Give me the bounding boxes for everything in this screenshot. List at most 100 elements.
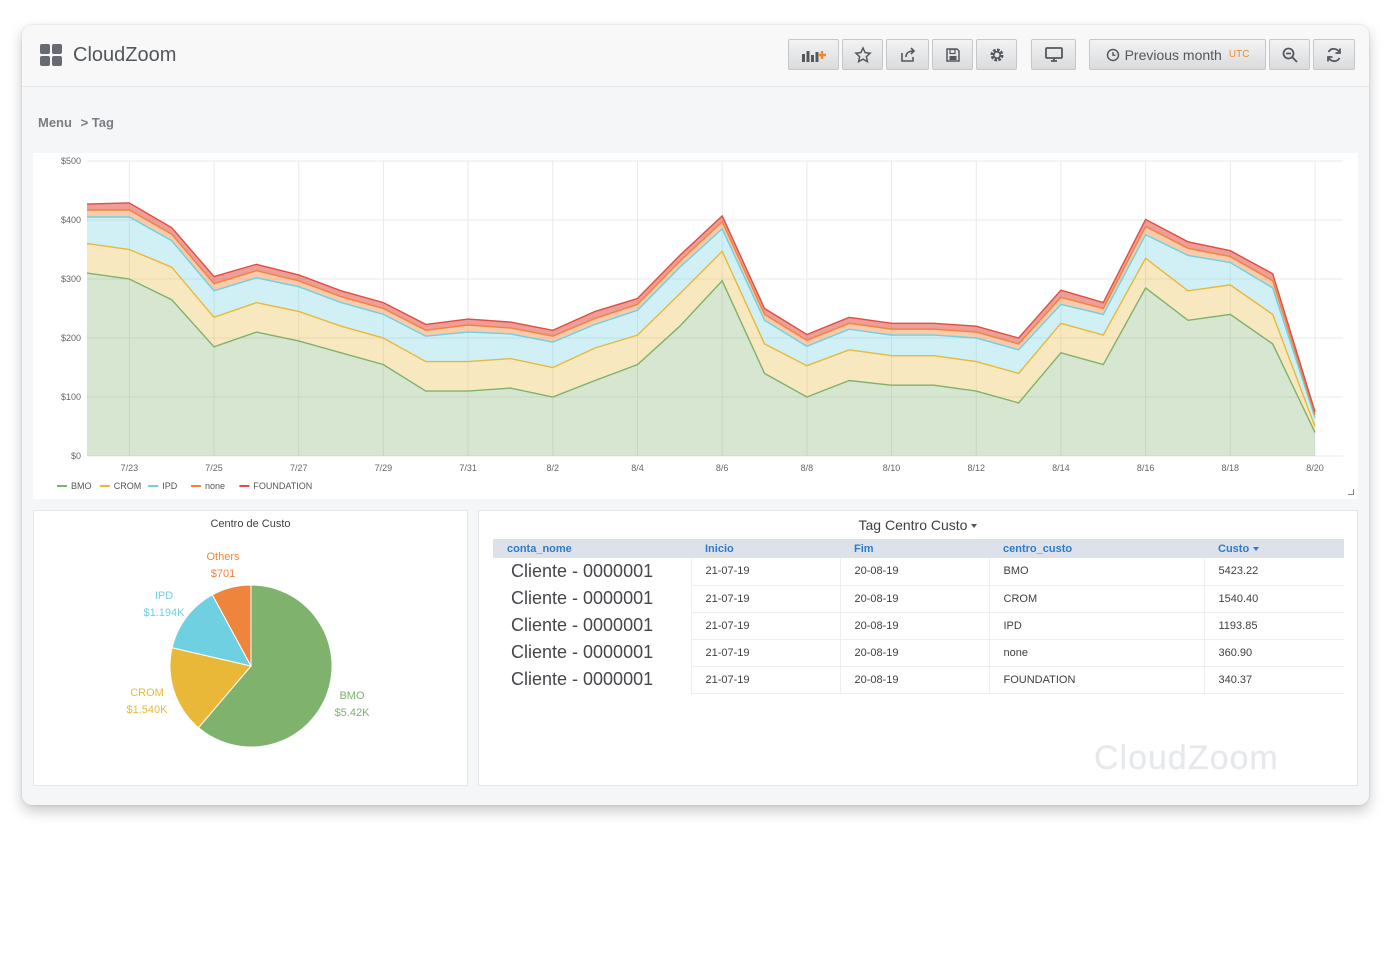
legend-item-foundation[interactable]: FOUNDATION [239, 481, 312, 491]
y-tick-label: $200 [61, 333, 81, 343]
cell-centro-custo: CROM [989, 585, 1205, 613]
cell-fim: 20-08-19 [840, 558, 990, 586]
col-header-inicio[interactable]: Inicio [691, 539, 840, 558]
legend-item-bmo[interactable]: BMO [57, 481, 92, 491]
cell-conta-nome: Cliente - 0000001 [493, 558, 692, 585]
gear-icon [990, 48, 1003, 61]
table-row: Cliente - 0000001 21-07-19 20-08-19 none… [493, 639, 1344, 667]
cell-inicio: 21-07-19 [691, 639, 841, 667]
star-dashboard-button[interactable] [842, 39, 883, 70]
pie-slice-ipd[interactable] [171, 594, 252, 667]
table-title[interactable]: Tag Centro Custo [479, 517, 1357, 533]
table-panel: Tag Centro Custo conta_nome Inicio Fim c… [478, 510, 1358, 786]
cell-inicio: 21-07-19 [691, 666, 841, 694]
x-tick-label: 8/14 [1052, 463, 1070, 473]
cell-inicio: 21-07-19 [691, 585, 841, 613]
cell-fim: 20-08-19 [840, 612, 990, 640]
breadcrumb-tag[interactable]: > Tag [80, 115, 114, 130]
pie-slice-crom[interactable] [169, 647, 252, 729]
table-row: Cliente - 0000001 21-07-19 20-08-19 FOUN… [493, 666, 1344, 694]
cell-conta-nome: Cliente - 0000001 [493, 666, 692, 693]
caret-down-icon [971, 524, 978, 529]
cell-conta-nome: Cliente - 0000001 [493, 612, 692, 639]
app-title[interactable]: CloudZoom [73, 44, 177, 66]
legend-label: IPD [162, 481, 178, 491]
table-title-text: Tag Centro Custo [858, 517, 968, 533]
dashboard-grid-icon[interactable] [40, 44, 62, 66]
legend-item-none[interactable]: none [191, 481, 225, 491]
pie-label-value: $5.42K [335, 707, 371, 719]
legend-label: CROM [114, 481, 142, 491]
pie-slice-others[interactable] [211, 584, 252, 667]
share-dashboard-button[interactable] [886, 39, 929, 70]
line-none [87, 209, 1316, 415]
table-row: Cliente - 0000001 21-07-19 20-08-19 CROM… [493, 585, 1344, 613]
area-crom[interactable] [87, 243, 1315, 433]
y-tick-label: $100 [61, 392, 81, 402]
pie-chart[interactable]: BMO $5.42K CROM $1.540K IPD $1.194K Others $701 [34, 511, 469, 787]
cell-custo: 340.37 [1204, 666, 1344, 694]
line-crom [86, 242, 1316, 427]
table-row: Cliente - 0000001 21-07-19 20-08-19 IPD … [493, 612, 1344, 640]
share-icon [900, 46, 915, 62]
legend-item-ipd[interactable]: IPD [148, 481, 178, 491]
x-tick-label: 7/31 [459, 463, 477, 473]
col-header-centro-custo[interactable]: centro_custo [989, 539, 1204, 558]
cell-centro-custo: none [989, 639, 1205, 667]
legend-label: none [205, 481, 225, 491]
cell-centro-custo: FOUNDATION [989, 666, 1205, 694]
watermark-logo-text: CloudZoom [1094, 739, 1279, 777]
pie-slice-bmo[interactable] [197, 584, 333, 748]
table-row: Cliente - 0000001 21-07-19 20-08-19 BMO … [493, 558, 1344, 586]
line-ipd [87, 216, 1316, 418]
add-panel-button[interactable] [788, 39, 839, 70]
x-tick-label: 8/10 [883, 463, 901, 473]
stacked-area-chart[interactable]: $0 $100 $200 $300 $400 $500 7/23 7/25 7/27 7/29 7/… [33, 153, 1358, 499]
zoom-out-button[interactable] [1269, 39, 1310, 70]
panel-resize-handle[interactable] [1348, 489, 1354, 495]
monitor-icon [1044, 46, 1063, 62]
cell-custo: 1540.40 [1204, 585, 1344, 613]
cell-centro-custo: IPD [989, 612, 1205, 640]
area-bmo[interactable] [87, 273, 1315, 456]
save-dashboard-button[interactable] [932, 39, 973, 70]
x-tick-label: 7/23 [121, 463, 139, 473]
pie-chart-title: Centro de Custo [210, 518, 291, 530]
cell-inicio: 21-07-19 [691, 558, 841, 586]
x-tick-label: 8/18 [1222, 463, 1240, 473]
time-range-label: Previous month [1124, 46, 1222, 63]
x-tick-label: 7/25 [205, 463, 223, 473]
magnifier-icon [1282, 47, 1298, 63]
pie-label-name: CROM [130, 687, 164, 699]
settings-button[interactable] [976, 39, 1017, 70]
legend-item-crom[interactable]: CROM [99, 481, 142, 491]
y-tick-label: $300 [61, 274, 81, 284]
cell-custo: 5423.22 [1204, 558, 1344, 586]
time-range-picker[interactable]: Previous month UTC [1089, 39, 1266, 70]
top-navbar: CloudZoom Previous month UTC [22, 25, 1369, 87]
line-foundation [86, 202, 1316, 413]
cell-conta-nome: Cliente - 0000001 [493, 585, 692, 612]
col-header-fim[interactable]: Fim [840, 539, 989, 558]
view-mode-button[interactable] [1031, 39, 1076, 70]
save-icon [945, 47, 960, 62]
cell-custo: 1193.85 [1204, 612, 1344, 640]
pie-label-value: $1.540K [127, 704, 169, 716]
cell-fim: 20-08-19 [840, 666, 990, 694]
stacked-area-chart-panel: $0 $100 $200 $300 $400 $500 7/23 7/25 7/27 7/29 7/… [33, 153, 1358, 499]
x-tick-label: 8/20 [1306, 463, 1324, 473]
y-tick-label: $400 [61, 215, 81, 225]
breadcrumb-menu[interactable]: Menu [38, 115, 72, 130]
cell-centro-custo: BMO [989, 558, 1205, 586]
clock-icon [1106, 48, 1119, 61]
cell-fim: 20-08-19 [840, 585, 990, 613]
area-ipd[interactable] [87, 217, 1315, 427]
legend-label: FOUNDATION [253, 481, 312, 491]
x-tick-label: 8/12 [967, 463, 985, 473]
refresh-button[interactable] [1313, 39, 1355, 70]
col-header-conta-nome[interactable]: conta_nome [493, 539, 691, 558]
timezone-label: UTC [1228, 49, 1250, 60]
pie-label-value: $701 [211, 568, 235, 580]
refresh-icon [1327, 47, 1341, 62]
col-header-custo[interactable]: Custo [1204, 539, 1344, 558]
